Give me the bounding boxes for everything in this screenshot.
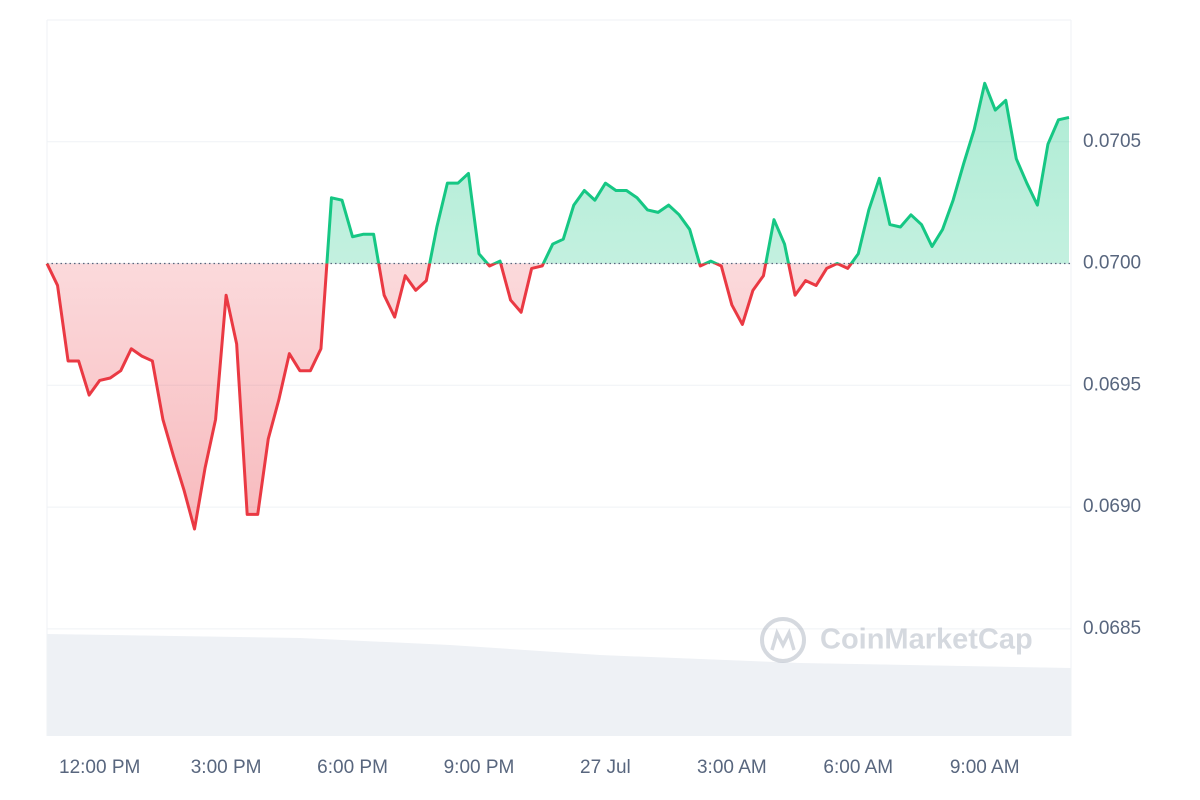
watermark-logo: [770, 628, 796, 651]
x-tick-label: 3:00 AM: [697, 757, 767, 778]
x-tick-label: 6:00 AM: [823, 757, 893, 778]
y-tick-label: 0.0685: [1083, 618, 1141, 639]
y-tick-label: 0.0695: [1083, 374, 1141, 395]
volume-area: [47, 634, 1071, 736]
x-tick-label: 9:00 PM: [444, 757, 515, 778]
y-tick-label: 0.0700: [1083, 253, 1141, 274]
x-tick-label: 12:00 PM: [59, 757, 140, 778]
x-tick-label: 3:00 PM: [191, 757, 262, 778]
price-line-up: [47, 81, 1070, 264]
y-tick-label: 0.0705: [1083, 131, 1141, 152]
x-tick-label: 27 Jul: [580, 757, 631, 778]
watermark-text: CoinMarketCap: [820, 624, 1033, 656]
price-line-down: [45, 263, 854, 531]
watermark: CoinMarketCap: [760, 617, 1033, 663]
x-tick-label: 6:00 PM: [317, 757, 388, 778]
watermark-logo: [760, 617, 806, 663]
y-tick-label: 0.0690: [1083, 496, 1141, 517]
area-up: [47, 83, 1069, 264]
x-tick-label: 9:00 AM: [950, 757, 1020, 778]
area-down: [47, 263, 852, 529]
